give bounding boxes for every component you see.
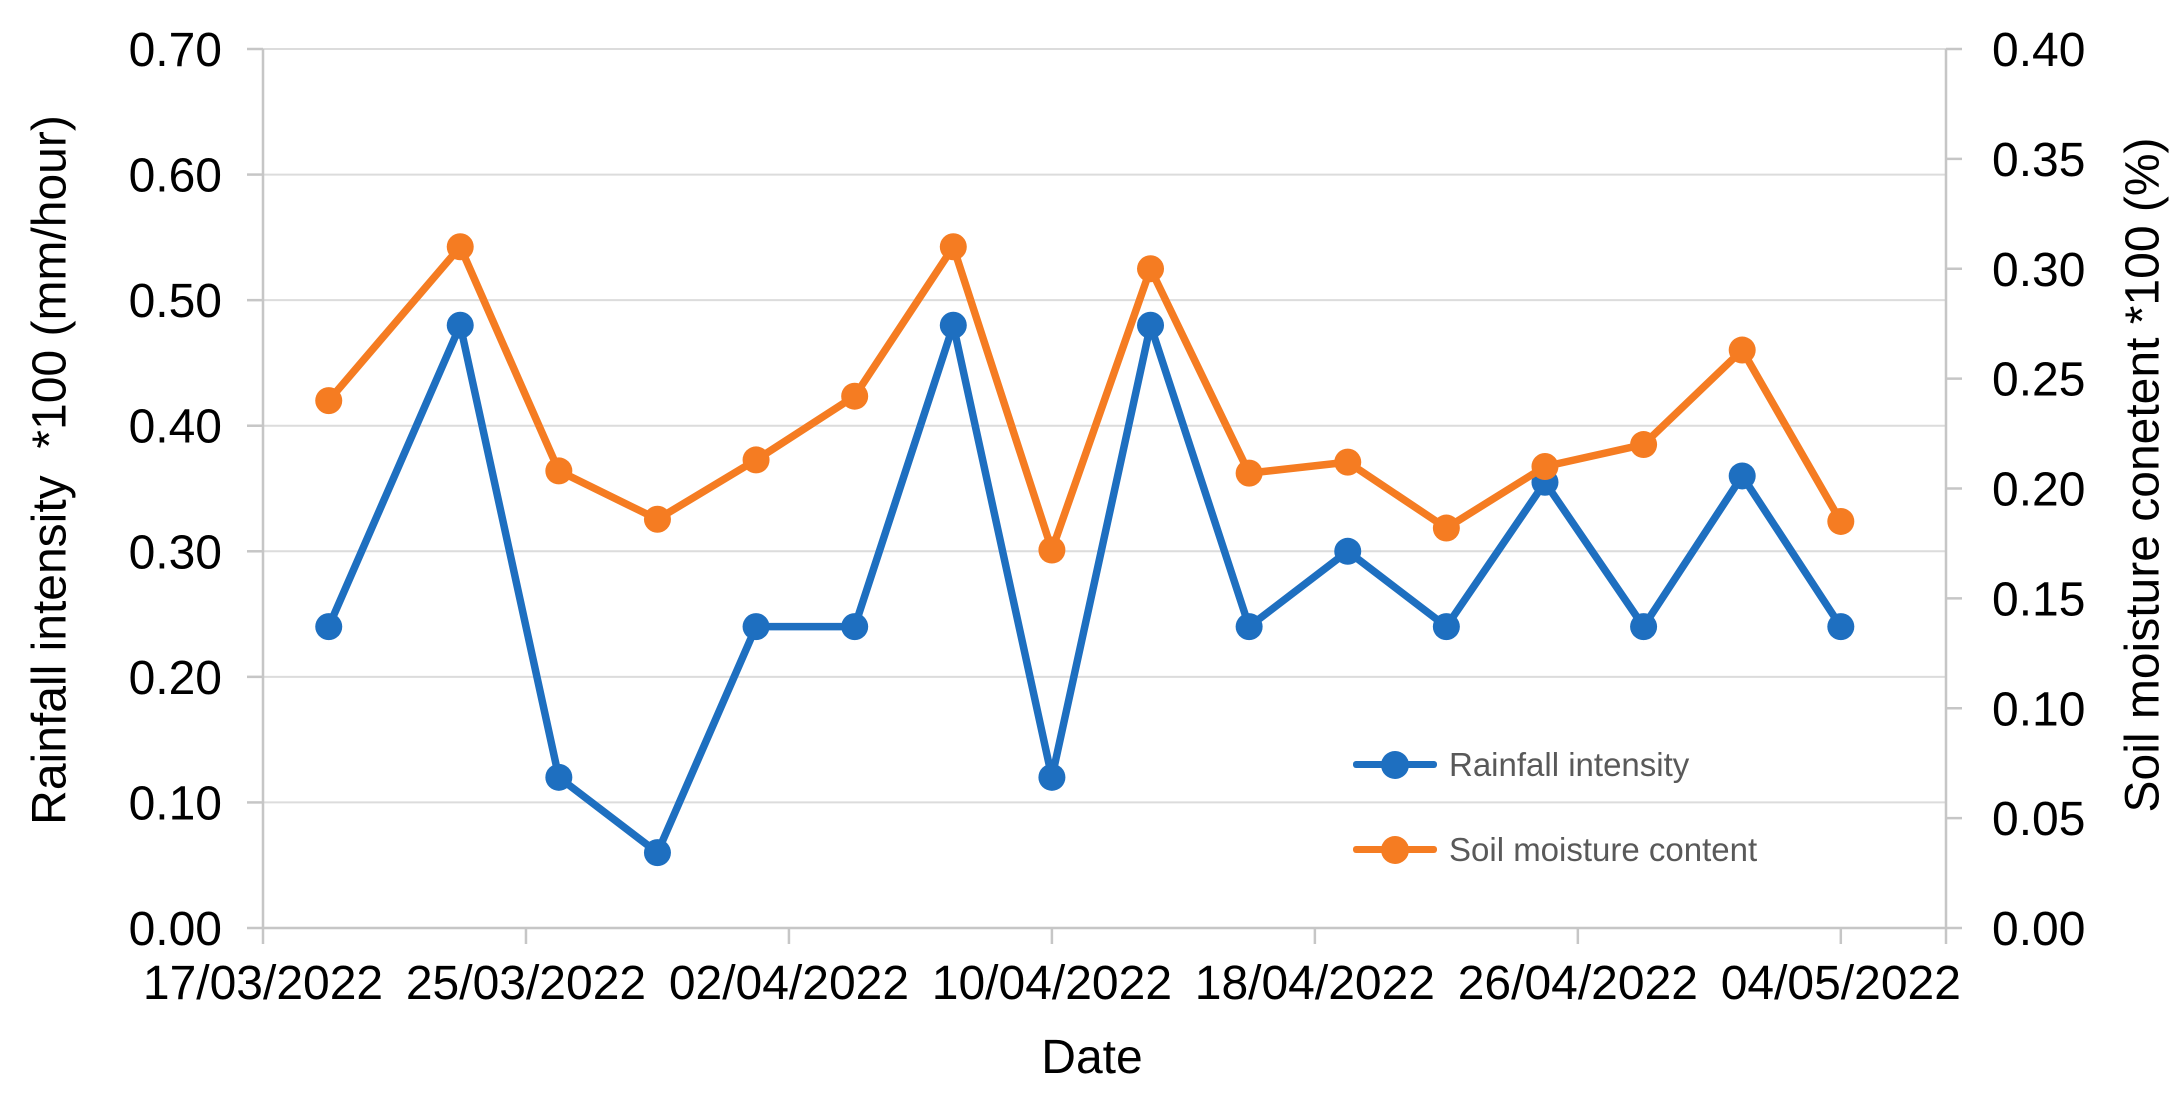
- soil-moisture-data-point: [315, 387, 343, 415]
- right-axis-tick-label: 0.00: [1992, 903, 2085, 956]
- right-axis-tick-label: 0.15: [1992, 573, 2085, 626]
- soil-moisture-data-point: [1235, 459, 1263, 487]
- rainfall-data-point: [1137, 311, 1165, 339]
- x-axis-tick-label: 10/04/2022: [932, 957, 1172, 1010]
- right-axis-tick-label: 0.40: [1992, 24, 2085, 77]
- left-axis-tick-label: 0.00: [129, 903, 222, 956]
- soil-moisture-data-point: [1432, 514, 1460, 542]
- rainfall-data-point: [1334, 537, 1362, 565]
- x-axis-tick-label: 04/05/2022: [1721, 957, 1961, 1010]
- legend: Rainfall intensity Soil moisture content: [1340, 722, 1757, 892]
- legend-label-rainfall: Rainfall intensity: [1449, 745, 1690, 783]
- left-axis-tick-label: 0.50: [129, 275, 222, 328]
- rainfall-data-point: [446, 311, 474, 339]
- left-axis-tick-label: 0.40: [129, 401, 222, 454]
- rainfall-data-point: [841, 613, 869, 641]
- rainfall-data-point: [643, 839, 671, 867]
- right-axis-tick-label: 0.20: [1992, 464, 2085, 517]
- rainfall-data-point: [939, 311, 967, 339]
- rainfall-data-point: [1827, 613, 1855, 641]
- right-axis-tick-label: 0.35: [1992, 134, 2085, 187]
- legend-entry-rainfall: Rainfall intensity: [1340, 722, 1757, 807]
- x-axis-tick-label: 02/04/2022: [669, 957, 909, 1010]
- left-axis-tick-label: 0.70: [129, 24, 222, 77]
- x-axis-title: Date: [1041, 1031, 1143, 1084]
- rainfall-data-point: [315, 613, 343, 641]
- legend-label-soil-moisture: Soil moisture content: [1449, 830, 1758, 868]
- soil-moisture-data-point: [1630, 431, 1658, 459]
- rainfall-data-point: [1038, 763, 1066, 791]
- right-axis-tick-label: 0.25: [1992, 354, 2085, 407]
- right-axis-tick-label: 0.30: [1992, 244, 2085, 297]
- rainfall-data-point: [1630, 613, 1658, 641]
- soil-moisture-legend-marker-icon: [1353, 846, 1437, 853]
- right-axis-tick-label: 0.10: [1992, 683, 2085, 736]
- left-axis-tick-label: 0.20: [129, 652, 222, 705]
- soil-moisture-series-line: [324, 243, 1845, 554]
- soil-moisture-data-point: [1137, 255, 1165, 283]
- soil-moisture-data-point: [841, 382, 869, 410]
- left-axis-tick-label: 0.10: [129, 777, 222, 830]
- soil-moisture-data-point: [446, 233, 474, 261]
- soil-moisture-data-point: [643, 505, 671, 533]
- soil-moisture-data-point: [1531, 453, 1559, 481]
- legend-entry-soil-moisture: Soil moisture content: [1340, 807, 1757, 892]
- x-axis-tick-label: 18/04/2022: [1195, 957, 1435, 1010]
- rainfall-data-point: [1728, 462, 1756, 490]
- rainfall-data-point: [545, 763, 573, 791]
- x-axis-tick-label: 26/04/2022: [1458, 957, 1698, 1010]
- rainfall-data-point: [1432, 613, 1460, 641]
- rainfall-data-point: [742, 613, 770, 641]
- left-axis-tick-label: 0.60: [129, 150, 222, 203]
- soil-moisture-data-point: [939, 233, 967, 261]
- rainfall-data-point: [1235, 613, 1263, 641]
- soil-moisture-data-point: [1728, 336, 1756, 364]
- left-axis-tick-label: 0.30: [129, 526, 222, 579]
- soil-moisture-data-point: [1334, 448, 1362, 476]
- soil-moisture-data-point: [1827, 507, 1855, 535]
- x-axis-tick-label: 25/03/2022: [406, 957, 646, 1010]
- soil-moisture-data-point: [545, 457, 573, 485]
- left-y-axis-title: Rainfall intensity *100 (mm/hour): [23, 115, 77, 825]
- right-axis-tick-label: 0.05: [1992, 793, 2085, 846]
- soil-moisture-data-point: [1038, 536, 1066, 564]
- x-axis-tick-label: 17/03/2022: [143, 957, 383, 1010]
- rainfall-series-line: [324, 321, 1845, 857]
- rainfall-legend-marker-icon: [1353, 761, 1437, 768]
- right-y-axis-title: Soil moisture conetent *100 (%): [2116, 137, 2170, 813]
- soil-moisture-data-point: [742, 446, 770, 474]
